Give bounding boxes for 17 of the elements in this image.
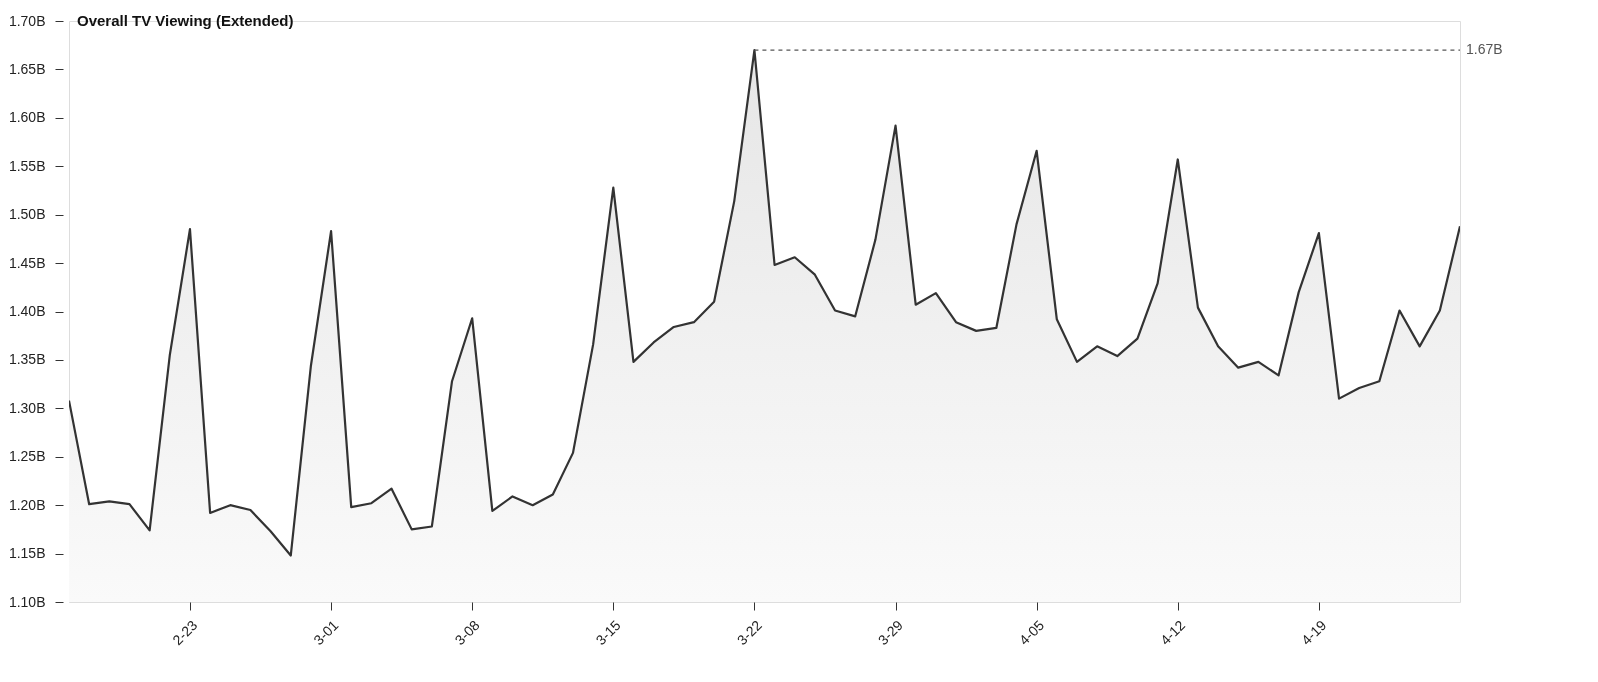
y-tick-label: 1.50B <box>8 206 46 223</box>
y-tick-label: 1.65B <box>8 60 46 77</box>
chart-title: Overall TV Viewing (Extended) <box>77 12 294 29</box>
y-tick-label: 1.20B <box>8 496 46 513</box>
y-tick-label: 1.35B <box>8 351 46 368</box>
y-tick-label: 1.30B <box>8 399 46 416</box>
y-tick-label: 1.55B <box>8 157 46 174</box>
y-tick-label: 1.15B <box>8 545 46 562</box>
y-tick-label: 1.25B <box>8 448 46 465</box>
y-tick-label: 1.10B <box>8 593 46 610</box>
ref-line-label: 1.67B <box>1466 41 1503 58</box>
y-tick-label: 1.70B <box>8 12 46 29</box>
x-tick-label: 4-19 <box>1298 616 1330 649</box>
y-tick-label: 1.60B <box>8 109 46 126</box>
x-tick-label: 4-12 <box>1157 616 1189 649</box>
y-tick-label: 1.40B <box>8 303 46 319</box>
y-tick-label: 1.45B <box>8 254 46 271</box>
